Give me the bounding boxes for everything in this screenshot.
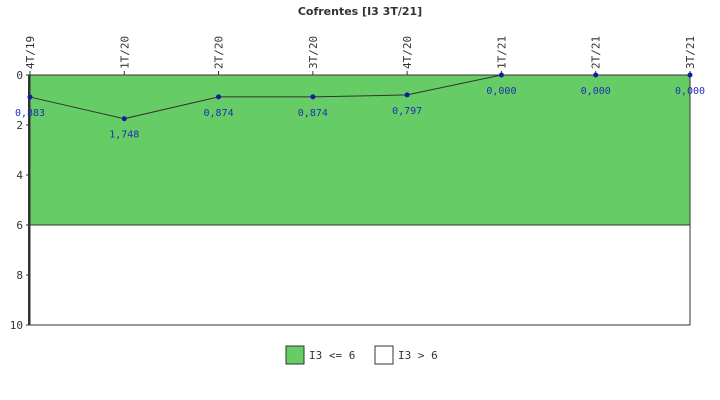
data-label-0: 0,883 bbox=[15, 108, 45, 119]
legend-label-1: I3 > 6 bbox=[398, 349, 438, 362]
band-1 bbox=[29, 224, 691, 326]
x-tick-label-5: 1T/21 bbox=[495, 36, 508, 69]
series-line-path bbox=[29, 74, 690, 120]
x-tick-label-7: 3T/21 bbox=[684, 36, 697, 69]
y-tick-label-2: 4 bbox=[16, 169, 23, 182]
data-point-4 bbox=[404, 92, 410, 98]
series-line bbox=[27, 72, 693, 122]
legend-label-0: I3 <= 6 bbox=[309, 349, 355, 362]
plot-frame bbox=[28, 74, 691, 326]
data-point-1 bbox=[121, 116, 127, 122]
x-tick-label-4: 4T/20 bbox=[401, 36, 414, 69]
data-label-6: 0,000 bbox=[581, 86, 611, 97]
data-label-3: 0,874 bbox=[298, 108, 328, 119]
y-tick-label-1: 2 bbox=[16, 119, 23, 132]
y-tick-label-3: 6 bbox=[16, 219, 23, 232]
x-tick-label-6: 2T/21 bbox=[590, 36, 603, 69]
data-label-4: 0,797 bbox=[392, 106, 422, 117]
chart-title: Cofrentes [I3 3T/21] bbox=[298, 5, 422, 18]
band-0 bbox=[29, 74, 691, 226]
data-label-1: 1,748 bbox=[109, 130, 139, 141]
data-point-6 bbox=[593, 72, 599, 78]
data-label-5: 0,000 bbox=[486, 86, 516, 97]
threshold-bands bbox=[29, 74, 691, 326]
data-label-2: 0,874 bbox=[204, 108, 234, 119]
x-tick-label-1: 1T/20 bbox=[118, 36, 131, 69]
data-label-7: 0,000 bbox=[675, 86, 705, 97]
data-point-0 bbox=[27, 94, 33, 100]
y-tick-label-4: 8 bbox=[16, 269, 23, 282]
legend: I3 <= 6 I3 > 6 bbox=[285, 345, 438, 365]
data-point-7 bbox=[687, 72, 693, 78]
x-tick-label-0: 4T/19 bbox=[24, 36, 37, 69]
data-point-3 bbox=[310, 94, 316, 100]
data-point-2 bbox=[216, 94, 222, 100]
legend-swatch-1 bbox=[374, 345, 394, 365]
data-labels: 0,883 1,748 0,874 0,874 0,797 0,000 0,000 0,000 bbox=[15, 86, 705, 141]
x-axis-ticks: 4T/19 1T/20 2T/20 3T/20 4T/20 1T/21 2T/21 3T/21 bbox=[24, 36, 697, 75]
data-point-5 bbox=[498, 72, 504, 78]
legend-swatch-0 bbox=[285, 345, 305, 365]
y-tick-label-5: 10 bbox=[10, 319, 23, 332]
x-tick-label-3: 3T/20 bbox=[307, 36, 320, 69]
x-tick-label-2: 2T/20 bbox=[213, 36, 226, 69]
y-tick-label-0: 0 bbox=[16, 69, 23, 82]
